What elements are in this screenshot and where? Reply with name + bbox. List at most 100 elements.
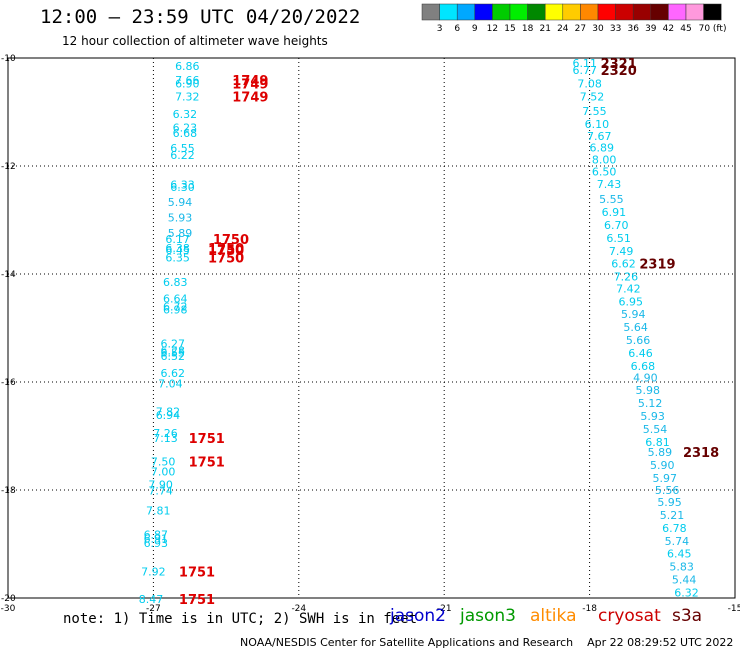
colorbar-swatch	[456, 3, 476, 21]
time-label: 1749	[232, 90, 268, 105]
swh-label: 6.62	[611, 258, 636, 271]
colorbar-swatch	[597, 3, 616, 21]
swh-label: 6.64	[163, 292, 188, 305]
colorbar-label: 27	[575, 24, 586, 34]
swh-label: 6.46	[628, 347, 653, 360]
colorbar-label: 24	[557, 24, 569, 34]
colorbar-swatch	[421, 3, 440, 21]
swh-label: 6.70	[604, 219, 629, 232]
swh-label: 7.52	[580, 90, 605, 103]
swh-label: 5.93	[640, 410, 665, 423]
colorbar-swatch	[509, 3, 528, 21]
swh-label: 7.92	[141, 566, 166, 579]
x-tick-label: -24	[291, 604, 306, 614]
y-tick-label: -20	[1, 594, 16, 604]
generated-timestamp: Apr 22 08:29:52 UTC 2022	[587, 636, 734, 649]
swh-label: 7.08	[577, 77, 602, 90]
colorbar-swatch	[474, 3, 493, 21]
swh-label: 6.77	[573, 64, 598, 77]
swh-label: 7.81	[146, 505, 171, 518]
swh-label: 6.17	[165, 233, 190, 246]
time-label: 1751	[189, 455, 225, 470]
swh-label: 5.89	[648, 446, 673, 459]
swh-label: 6.62	[161, 367, 186, 380]
swh-label: 7.82	[156, 406, 181, 419]
legend-jason3: jason3	[460, 606, 516, 626]
swh-label: 5.83	[669, 561, 694, 574]
swh-label: 6.45	[165, 244, 190, 257]
swh-label: 6.87	[144, 528, 169, 541]
x-tick-label: -18	[582, 604, 597, 614]
colorbar-swatch	[544, 3, 564, 21]
swh-label: 6.91	[602, 206, 627, 219]
swh-label: 6.72	[163, 300, 188, 313]
colorbar-swatch	[685, 3, 704, 21]
swh-label: 6.32	[173, 108, 198, 121]
swh-label: 5.97	[652, 472, 677, 485]
time-label: 1750	[208, 242, 244, 257]
swh-label: 6.83	[163, 276, 188, 289]
swh-label: 5.90	[650, 459, 675, 472]
x-tick-label: -21	[437, 604, 452, 614]
swh-label: 5.12	[638, 397, 663, 410]
x-tick-label: -15	[728, 604, 740, 614]
swh-label: 7.00	[151, 466, 176, 479]
colorbar-swatch	[527, 3, 546, 21]
swh-label: 6.30	[170, 181, 195, 194]
swh-label: 7.26	[153, 427, 178, 440]
x-tick-label: -27	[146, 604, 161, 614]
swh-label: 6.45	[667, 548, 692, 561]
time-label: 1750	[208, 244, 244, 259]
swh-label: 6.93	[144, 537, 169, 550]
swh-label: 6.91	[144, 533, 169, 546]
swh-label: 7.74	[148, 485, 173, 498]
legend-cryosat: cryosat	[598, 606, 661, 626]
swh-label: 6.98	[163, 304, 188, 317]
colorbar-swatch	[650, 3, 669, 21]
swh-label: 6.11	[573, 57, 598, 70]
time-label: 2318	[683, 446, 719, 461]
swh-label: 6.90	[175, 77, 200, 90]
swh-label: 6.32	[674, 587, 699, 600]
colorbar-label: 70 (ft)	[699, 24, 727, 34]
swh-label: 6.27	[161, 338, 186, 351]
swh-label: 5.94	[168, 196, 193, 209]
swh-label: 6.81	[645, 436, 670, 449]
swh-label: 7.13	[153, 432, 178, 445]
swh-label: 7.67	[587, 130, 612, 143]
swh-label: 7.49	[609, 245, 634, 258]
y-tick-label: -10	[1, 54, 16, 64]
swh-label: 7.42	[616, 283, 641, 296]
swh-label: 5.93	[168, 211, 193, 224]
colorbar-label: 3	[437, 24, 443, 34]
colorbar-label: 42	[663, 24, 674, 34]
swh-label: 6.35	[165, 251, 190, 264]
colorbar-swatch	[703, 3, 722, 21]
time-label: 1751	[179, 593, 215, 608]
swh-label: 5.66	[626, 334, 651, 347]
swh-label: 6.94	[156, 409, 181, 422]
colorbar-label: 6	[454, 24, 460, 34]
swh-label: 6.86	[175, 60, 200, 73]
colorbar-label: 33	[610, 24, 621, 34]
time-label: 2321	[601, 57, 637, 72]
swh-label: 6.10	[585, 118, 610, 131]
time-label: 1751	[189, 432, 225, 447]
colorbar-label: 9	[472, 24, 478, 34]
x-tick-label: -30	[1, 604, 16, 614]
time-label: 1749	[232, 77, 268, 92]
swh-label: 5.64	[623, 321, 648, 334]
colorbar-label: 39	[645, 24, 657, 34]
swh-label: 6.38	[165, 242, 190, 255]
swh-label: 5.54	[643, 423, 668, 436]
swh-label: 6.33	[170, 178, 195, 191]
time-label: 2319	[639, 258, 675, 273]
swh-label: 6.78	[662, 522, 687, 535]
swh-label: 6.95	[619, 296, 644, 309]
colorbar-label: 21	[539, 24, 550, 34]
colorbar-label: 45	[680, 24, 691, 34]
colorbar-swatch	[632, 3, 652, 21]
swh-label: 6.55	[170, 142, 195, 155]
time-label: 1750	[208, 251, 244, 266]
colorbar-swatch	[668, 3, 687, 21]
